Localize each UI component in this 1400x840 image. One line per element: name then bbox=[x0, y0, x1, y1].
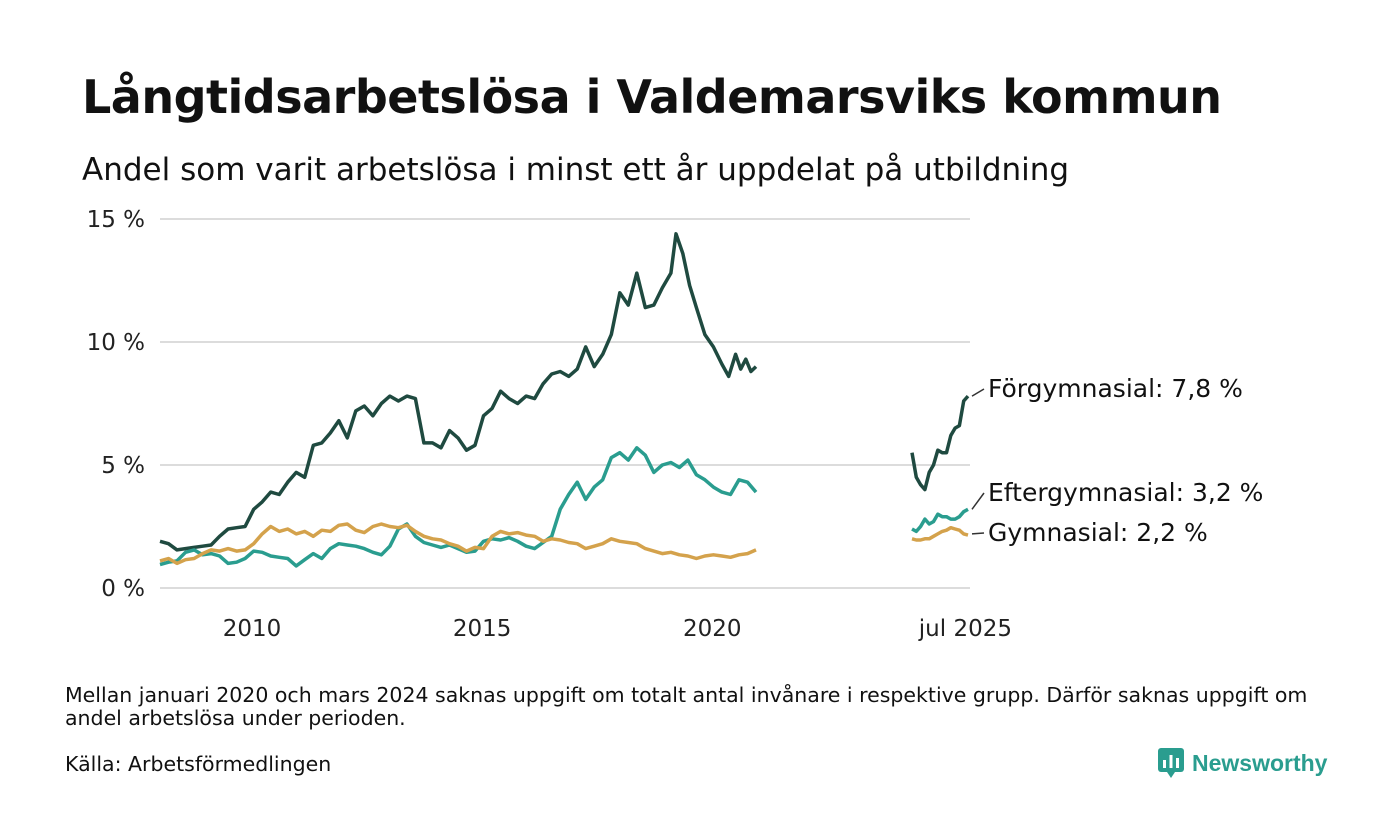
x-tick-label: 2010 bbox=[223, 616, 282, 642]
series-line-eftergymnasial bbox=[159, 446, 758, 568]
page-title: Långtidsarbetslösa i Valdemarsviks kommu… bbox=[82, 70, 1222, 124]
y-tick-label: 0 % bbox=[101, 576, 145, 602]
series-end-label: Eftergymnasial: 3,2 % bbox=[988, 478, 1263, 507]
footnote: Mellan januari 2020 och mars 2024 saknas… bbox=[65, 683, 1308, 730]
grid-lines bbox=[160, 218, 970, 589]
page-subtitle: Andel som varit arbetslösa i minst ett å… bbox=[82, 152, 1070, 188]
x-tick-label: jul 2025 bbox=[918, 616, 1012, 642]
label-leader-line bbox=[971, 532, 985, 535]
brand-logo: Newsworthy bbox=[1158, 748, 1327, 778]
series-lines bbox=[159, 232, 970, 568]
x-tick-label: 2020 bbox=[683, 616, 742, 642]
y-axis-ticks: 0 % 5 % 10 % 15 % bbox=[87, 207, 145, 602]
series-end-label: Gymnasial: 2,2 % bbox=[988, 518, 1208, 547]
brand-name: Newsworthy bbox=[1192, 749, 1328, 776]
series-line-recent-förgymnasial bbox=[910, 394, 970, 492]
series-end-label: Förgymnasial: 7,8 % bbox=[988, 374, 1243, 403]
line-chart: 0 % 5 % 10 % 15 % 2010 2015 2020 jul 2025 Förg… bbox=[87, 207, 1264, 642]
end-labels: Förgymnasial: 7,8 % Eftergymnasial: 3,2 %… bbox=[971, 374, 1263, 547]
x-axis-ticks: 2010 2015 2020 jul 2025 bbox=[223, 616, 1012, 642]
x-tick-label: 2015 bbox=[453, 616, 512, 642]
label-leader-line bbox=[971, 492, 985, 510]
source-credit: Källa: Arbetsförmedlingen bbox=[65, 752, 332, 776]
y-tick-label: 15 % bbox=[87, 207, 145, 233]
series-line-recent-eftergymnasial bbox=[911, 507, 969, 534]
series-line-gymnasial bbox=[159, 522, 757, 566]
newsworthy-logo-icon bbox=[1158, 748, 1184, 778]
y-tick-label: 10 % bbox=[87, 330, 145, 356]
y-tick-label: 5 % bbox=[101, 453, 145, 479]
series-line-förgymnasial bbox=[159, 232, 758, 552]
label-leader-line bbox=[971, 388, 985, 397]
series-line-recent-gymnasial bbox=[911, 525, 969, 542]
